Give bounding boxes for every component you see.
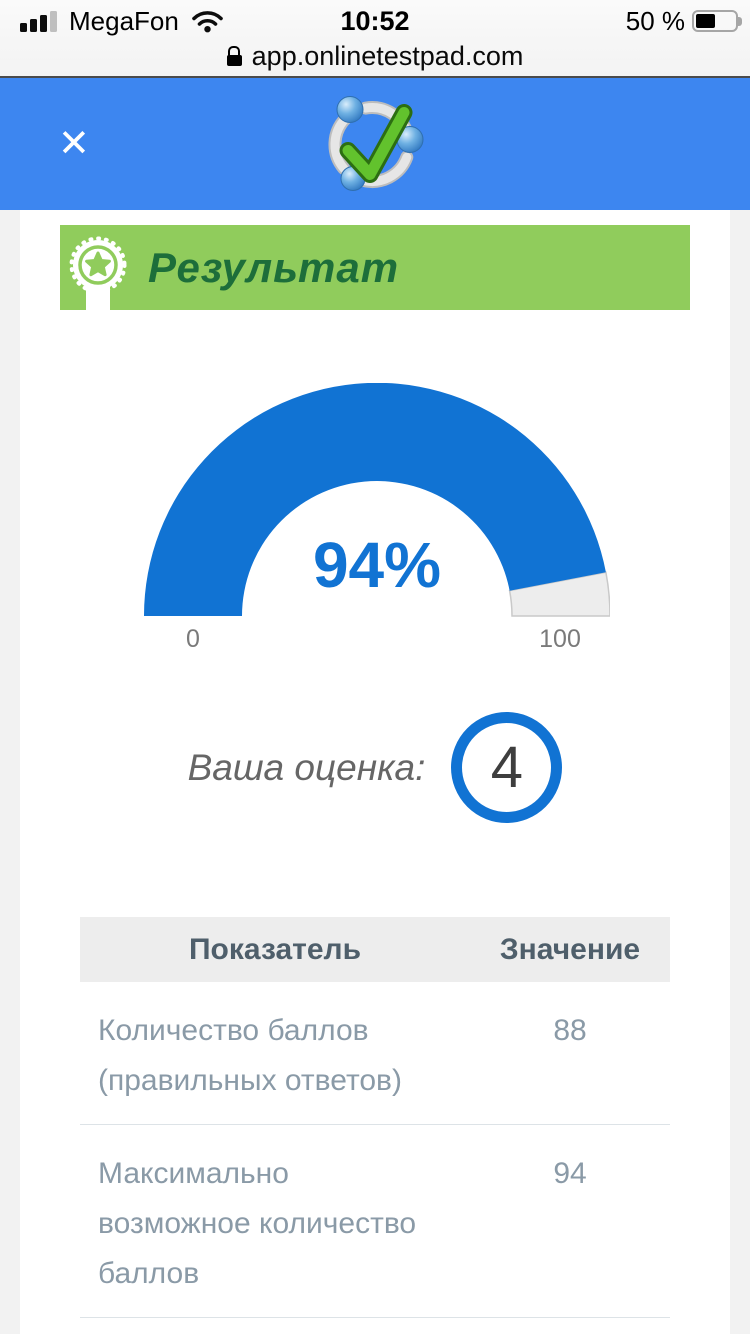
status-bar-right: 50 % <box>625 5 742 36</box>
result-banner: Результат <box>60 225 690 329</box>
safari-chrome: MegaFon 10:52 50 % app.onlinetestpad.com <box>0 0 750 78</box>
medal-icon <box>69 236 127 329</box>
battery-percent-label: 50 % <box>625 5 685 36</box>
cell-text-line: Количество баллов <box>98 1014 369 1047</box>
grade-row: Ваша оценка: 4 <box>20 712 730 823</box>
grade-label: Ваша оценка: <box>187 746 426 788</box>
close-icon: ✕ <box>58 123 90 165</box>
cell-value: 88 <box>553 1014 587 1047</box>
lock-icon <box>226 46 242 66</box>
column-header-value: Значение <box>499 932 641 966</box>
status-bar-left: MegaFon <box>20 6 224 36</box>
cell-text-line: Максимально <box>98 1157 289 1190</box>
onlinetestpad-logo-icon <box>328 96 424 191</box>
table-header-row: Показатель Значение <box>80 917 670 982</box>
result-card: Результат 94% 0 100 Ваша оценка: 4 П <box>20 210 730 1334</box>
results-table: Показатель Значение Количество баллов (п… <box>80 917 670 1318</box>
clock-label: 10:52 <box>340 6 410 36</box>
gauge-min-label: 0 <box>186 625 200 653</box>
app-header: ✕ <box>0 78 750 210</box>
battery-icon <box>692 10 742 32</box>
grade-badge: 4 <box>451 712 563 823</box>
close-button[interactable]: ✕ <box>54 121 94 167</box>
gauge-value-arc <box>144 383 606 616</box>
cell-indicator: Максимально возможное количество баллов <box>80 1125 470 1317</box>
cell-text-line: возможное количество <box>98 1207 417 1240</box>
url-bar[interactable]: app.onlinetestpad.com <box>0 40 750 72</box>
page-background: Результат 94% 0 100 Ваша оценка: 4 П <box>0 210 750 1334</box>
table-row: Максимально возможное количество баллов … <box>80 1125 670 1318</box>
cell-indicator: Количество баллов (правильных ответов) <box>80 982 470 1124</box>
column-header-indicator: Показатель <box>188 932 362 966</box>
gauge-track-arc <box>508 571 610 617</box>
status-bar: MegaFon 10:52 50 % <box>0 6 750 36</box>
gauge-max-label: 100 <box>539 625 581 653</box>
table-row: Количество баллов (правильных ответов) 8… <box>80 982 670 1125</box>
cell-text-line: баллов <box>98 1257 200 1290</box>
cellular-signal-icon <box>20 10 57 32</box>
wifi-icon <box>192 11 223 33</box>
cell-value: 94 <box>553 1157 587 1190</box>
score-gauge: 94% 0 100 <box>144 383 610 658</box>
banner-title: Результат <box>148 243 400 291</box>
url-label: app.onlinetestpad.com <box>251 40 524 71</box>
cell-text-line: (правильных ответов) <box>98 1064 402 1097</box>
gauge-value-label: 94% <box>312 529 442 601</box>
grade-value: 4 <box>490 735 524 800</box>
carrier-label: MegaFon <box>69 5 179 36</box>
